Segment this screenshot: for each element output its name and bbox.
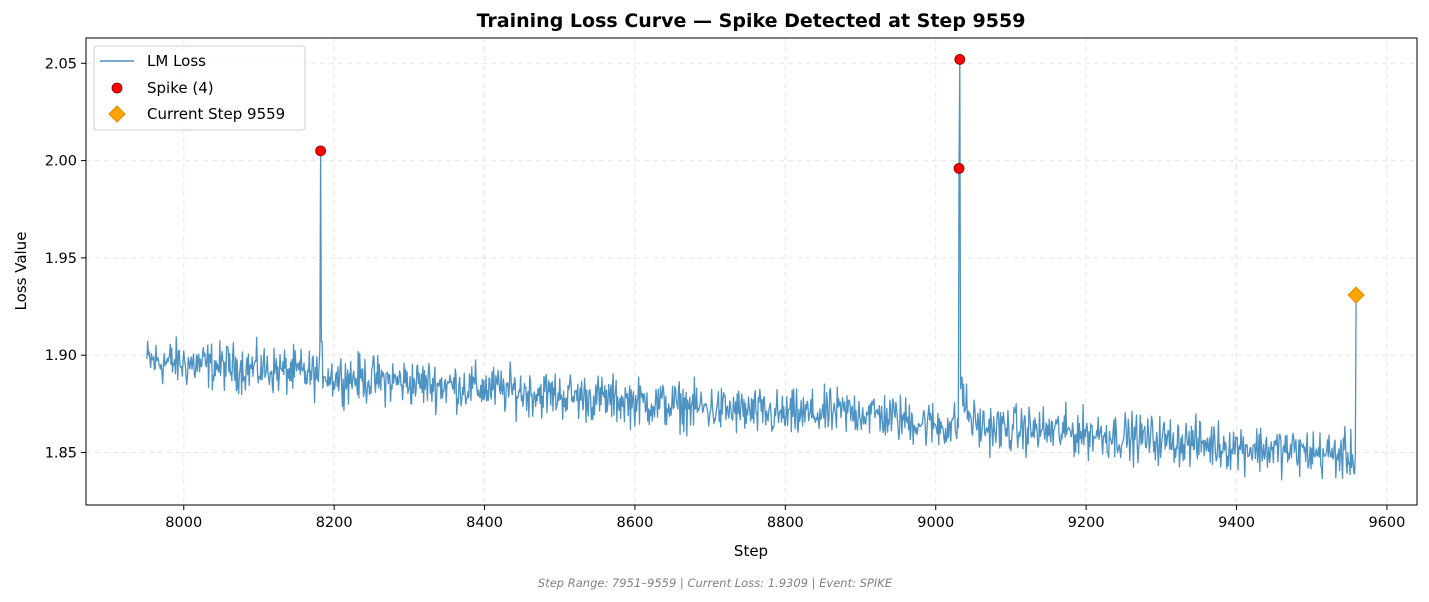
legend-diamond-swatch [108, 105, 126, 123]
legend-box [93, 45, 306, 131]
y-axis-ticks: 1.85 1.90 1.95 2.00 2.05 [45, 56, 86, 461]
marker-layer [315, 54, 1365, 304]
y-tick-label: 2.05 [45, 56, 77, 72]
footer-caption: Step Range: 7951–9559 | Current Loss: 1.… [538, 576, 893, 590]
x-tick-label: 8800 [767, 515, 804, 531]
spike-point [954, 54, 966, 65]
y-axis-label: Loss Value [12, 232, 30, 311]
x-tick-label: 8000 [165, 515, 202, 531]
spike-point [953, 162, 965, 174]
legend-label-current-step: Current Step 9559 [147, 105, 285, 123]
y-tick-label: 1.90 [45, 348, 77, 364]
y-tick-label: 1.85 [45, 445, 77, 461]
current-step-marker [1347, 286, 1365, 304]
x-tick-label: 9000 [917, 515, 954, 531]
spike-point [315, 145, 327, 157]
x-axis-label: Step [734, 542, 768, 560]
x-tick-label: 9600 [1368, 515, 1405, 531]
legend-label-lm-loss: LM Loss [147, 52, 206, 70]
y-tick-label: 1.95 [45, 251, 77, 267]
x-tick-label: 9400 [1218, 515, 1255, 531]
legend: LM Loss Spike (4) Current Step 9559 [93, 45, 306, 131]
x-tick-label: 8600 [616, 515, 653, 531]
lm-loss-line [146, 58, 1357, 481]
legend-label-spike: Spike (4) [147, 79, 214, 97]
x-tick-label: 8200 [316, 515, 353, 531]
chart-title: Training Loss Curve — Spike Detected at … [477, 10, 1026, 32]
x-axis-ticks: 8000 8200 8400 8600 8800 9000 9200 9400 9600 [165, 505, 1405, 531]
y-tick-label: 2.00 [45, 154, 77, 170]
x-tick-label: 8400 [466, 515, 503, 531]
plot-frame [85, 37, 1418, 506]
x-tick-label: 9200 [1068, 515, 1105, 531]
legend-spike-swatch [111, 82, 123, 94]
loss-line-layer [146, 58, 1357, 481]
